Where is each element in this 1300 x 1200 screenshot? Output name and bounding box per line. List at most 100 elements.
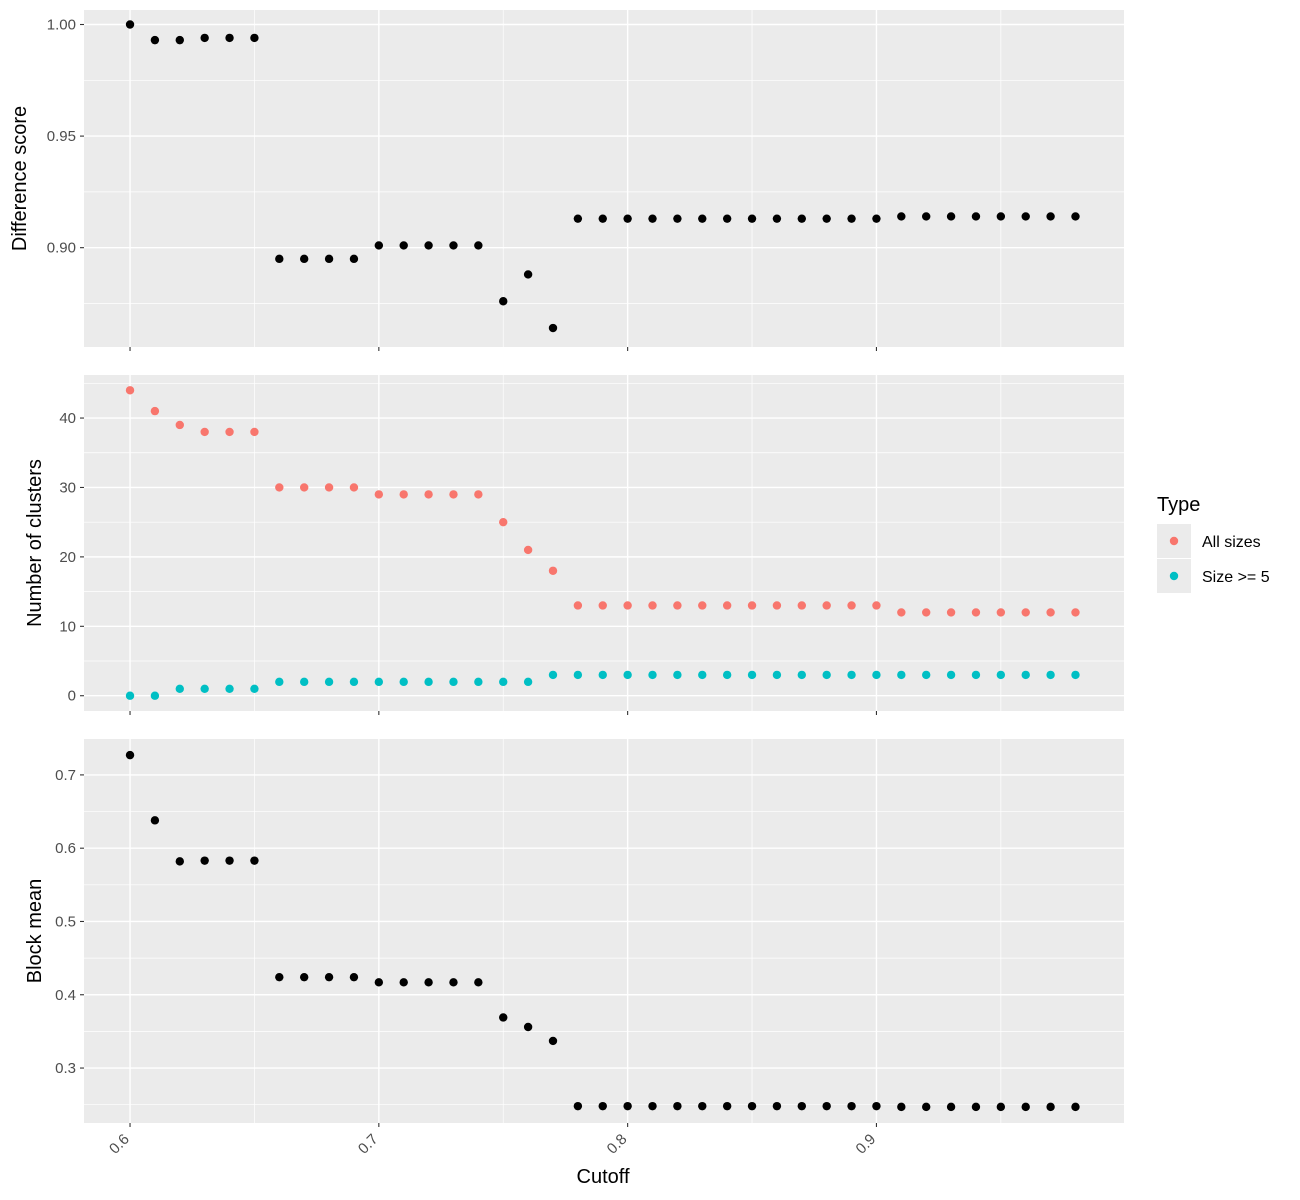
data-point [623,670,632,680]
data-point [946,212,956,221]
data-point [623,601,632,610]
data-point [797,1101,806,1111]
data-point [349,972,359,982]
data-point [399,978,408,987]
data-point [698,670,707,680]
data-point [449,677,458,687]
data-point [449,490,458,499]
data-point [598,214,607,223]
data-point [598,601,607,610]
data-point [399,241,408,250]
data-point [897,608,906,617]
data-point [648,670,657,680]
data-point [922,670,931,680]
data-point [1046,608,1055,617]
panel-3: 0.3 0.4 0.5 0.6 0.7 Block mean [24,739,1124,1127]
data-point [324,254,334,264]
data-point [125,750,135,760]
data-point [548,566,558,575]
data-point [772,601,782,610]
data-point [349,254,359,264]
data-point [499,1013,508,1022]
data-point [971,1102,981,1112]
data-point [772,670,782,680]
data-point [747,1101,757,1111]
data-point [897,1102,906,1112]
y-tick-label: 0.5 [55,913,76,930]
data-point [996,670,1006,680]
x-tick-label: 0.7 [355,1131,382,1158]
legend: Type All sizes Size >= 5 [1157,494,1270,593]
data-point [150,406,160,416]
data-point [250,684,259,693]
data-point [996,608,1006,617]
data-point [872,214,881,223]
data-point [648,601,657,610]
legend-key-all-sizes [1169,536,1179,546]
data-point [1046,1102,1055,1112]
data-point [598,670,607,680]
data-point [698,601,707,610]
panel-background [84,739,1124,1123]
y-axis-title: Number of clusters [24,459,46,627]
data-point [1071,608,1080,617]
panel-1: 0.90 0.95 1.00 Difference score [9,10,1124,351]
data-point [897,212,906,221]
data-point [648,214,657,223]
data-point [822,1101,831,1111]
data-point [772,1101,782,1111]
data-point [946,608,956,617]
data-point [125,20,135,29]
data-point [299,254,309,264]
data-point [673,1101,682,1111]
data-point [722,214,732,223]
data-point [722,601,732,610]
data-point [797,214,806,223]
y-tick-label: 0.6 [55,840,76,857]
data-point [623,214,632,223]
legend-key-size-5 [1169,571,1179,581]
data-point [698,214,707,223]
data-point [996,212,1006,221]
data-point [1021,1102,1030,1112]
data-point [822,670,831,680]
data-point [573,1101,583,1111]
data-point [200,427,209,437]
y-tick-label: 0.90 [47,240,76,257]
data-point [523,270,533,279]
data-point [200,684,209,693]
data-point [200,33,209,43]
data-point [722,1101,732,1111]
data-point [573,601,583,610]
x-axis-title: Cutoff [577,1166,630,1188]
data-point [797,601,806,610]
data-point [1021,212,1030,221]
data-point [449,978,458,987]
data-point [623,1101,632,1111]
data-point [971,608,981,617]
data-point [499,677,508,687]
data-point [523,677,533,687]
data-point [1071,670,1080,680]
x-tick-label: 0.8 [604,1131,631,1158]
data-point [548,323,558,333]
data-point [299,483,309,492]
data-point [673,601,682,610]
data-point [474,490,483,499]
data-point [797,670,806,680]
data-point [349,677,359,687]
data-point [747,601,757,610]
data-point [822,214,831,223]
data-point [946,670,956,680]
data-point [424,241,433,250]
data-point [474,241,483,250]
data-point [747,670,757,680]
data-point [175,420,184,430]
series-points [125,750,1080,1112]
data-point [1021,670,1030,680]
data-point [250,427,259,437]
legend-title: Type [1157,494,1200,516]
data-point [324,483,334,492]
data-point [722,670,732,680]
data-point [250,856,259,865]
